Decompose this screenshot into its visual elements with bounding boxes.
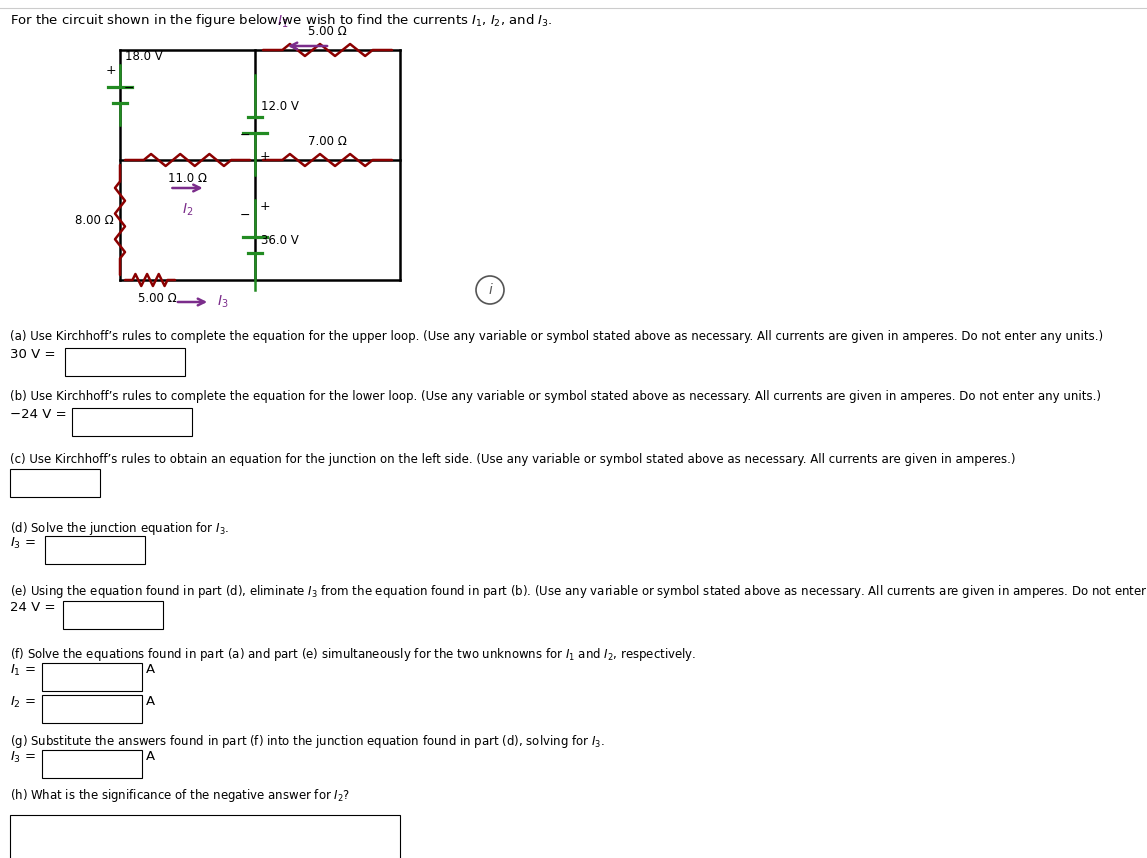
- Text: (e) Using the equation found in part (d), eliminate $I_3$ from the equation foun: (e) Using the equation found in part (d)…: [10, 583, 1147, 600]
- Text: (f) Solve the equations found in part (a) and part (e) simultaneously for the tw: (f) Solve the equations found in part (a…: [10, 646, 696, 663]
- Bar: [65, 348, 185, 376]
- Text: $I_1$ =: $I_1$ =: [10, 663, 36, 678]
- Text: $I_3$ =: $I_3$ =: [10, 750, 36, 765]
- Bar: [72, 408, 192, 436]
- Text: $I_2$: $I_2$: [182, 202, 193, 219]
- Text: 5.00 Ω: 5.00 Ω: [309, 25, 346, 38]
- Text: 11.0 Ω: 11.0 Ω: [167, 172, 206, 185]
- Text: $I_2$ =: $I_2$ =: [10, 695, 36, 710]
- Text: +: +: [260, 150, 271, 164]
- Text: (d) Solve the junction equation for $I_3$.: (d) Solve the junction equation for $I_3…: [10, 520, 229, 537]
- Bar: [42, 750, 142, 778]
- Text: (g) Substitute the answers found in part (f) into the junction equation found in: (g) Substitute the answers found in part…: [10, 733, 604, 750]
- Text: A: A: [146, 750, 155, 763]
- Text: A: A: [146, 663, 155, 676]
- Bar: [42, 695, 142, 723]
- Bar: [10, 469, 100, 497]
- Text: $I_3$ =: $I_3$ =: [10, 536, 36, 551]
- Text: −: −: [240, 208, 250, 221]
- Text: 8.00 Ω: 8.00 Ω: [76, 214, 114, 227]
- Text: 24 V =: 24 V =: [10, 601, 55, 614]
- Text: −: −: [240, 129, 250, 142]
- Text: (b) Use Kirchhoff’s rules to complete the equation for the lower loop. (Use any : (b) Use Kirchhoff’s rules to complete th…: [10, 390, 1101, 403]
- Text: 18.0 V: 18.0 V: [125, 50, 163, 63]
- Text: 30 V =: 30 V =: [10, 348, 55, 361]
- Text: 5.00 Ω: 5.00 Ω: [138, 292, 177, 305]
- Text: (h) What is the significance of the negative answer for $I_2$?: (h) What is the significance of the nega…: [10, 787, 350, 804]
- Text: (a) Use Kirchhoff’s rules to complete the equation for the upper loop. (Use any : (a) Use Kirchhoff’s rules to complete th…: [10, 330, 1103, 343]
- Text: +: +: [106, 63, 116, 76]
- Text: (c) Use Kirchhoff’s rules to obtain an equation for the junction on the left sid: (c) Use Kirchhoff’s rules to obtain an e…: [10, 453, 1015, 466]
- Bar: [42, 663, 142, 691]
- Text: i: i: [489, 283, 492, 297]
- Text: $I_1$: $I_1$: [276, 14, 288, 30]
- Text: A: A: [146, 695, 155, 708]
- Text: For the circuit shown in the figure below,we wish to find the currents $I_1$, $I: For the circuit shown in the figure belo…: [10, 12, 553, 29]
- Text: +: +: [260, 200, 271, 213]
- Text: −: −: [124, 82, 134, 94]
- Bar: [45, 536, 145, 564]
- Text: 12.0 V: 12.0 V: [262, 100, 299, 113]
- Text: 36.0 V: 36.0 V: [262, 233, 298, 246]
- Bar: [10, 815, 400, 858]
- Text: 7.00 Ω: 7.00 Ω: [309, 135, 346, 148]
- Bar: [63, 601, 163, 629]
- Text: $I_3$: $I_3$: [217, 293, 228, 311]
- Text: −24 V =: −24 V =: [10, 408, 67, 421]
